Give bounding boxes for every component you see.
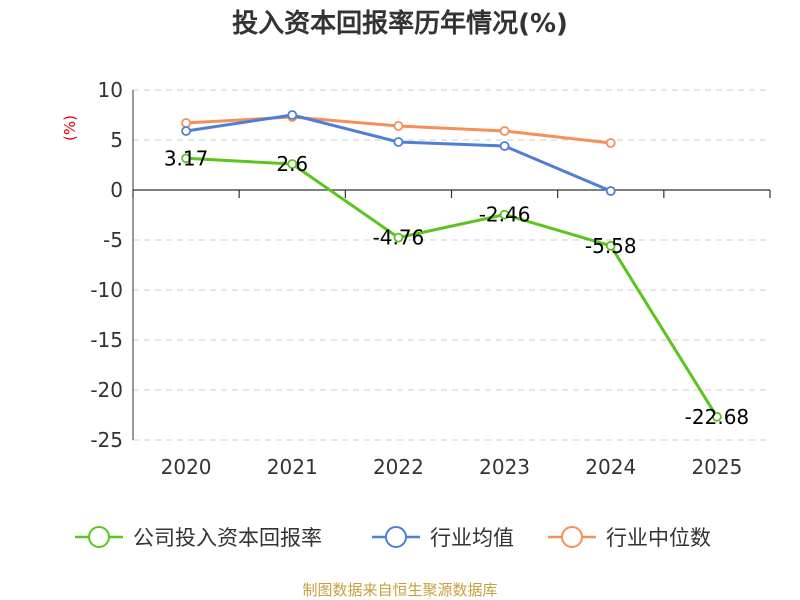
axes: 10 5 0 -5 -10 -15 -20 -25 2020 2021 2022 2023 2024 20… xyxy=(90,78,771,479)
data-label: -5.58 xyxy=(585,234,637,258)
legend-label: 行业中位数 xyxy=(606,526,711,550)
data-label: -2.46 xyxy=(479,203,531,227)
data-point xyxy=(287,159,298,169)
data-point xyxy=(605,240,616,251)
legend-label: 行业均值 xyxy=(430,526,514,550)
y-tick-label: -10 xyxy=(90,278,123,302)
data-point xyxy=(181,118,191,128)
data-point xyxy=(393,137,404,147)
data-point xyxy=(287,110,298,120)
legend-item-2[interactable]: 行业中位数 xyxy=(548,526,711,550)
data-label: -22.68 xyxy=(685,405,749,429)
y-tick-label: -15 xyxy=(90,328,123,352)
legend-marker xyxy=(561,526,583,548)
x-tick-label: 2022 xyxy=(373,455,424,479)
data-point xyxy=(393,121,404,131)
legend-marker xyxy=(385,526,407,548)
y-tick-label: 10 xyxy=(98,78,123,102)
legend-label: 公司投入资本回报率 xyxy=(133,526,322,550)
data-point xyxy=(712,411,722,422)
y-tick-label: 0 xyxy=(110,178,123,202)
data-point xyxy=(605,186,616,196)
data-label: 2.6 xyxy=(276,152,308,176)
data-point xyxy=(393,232,404,243)
x-tick-label: 2023 xyxy=(479,455,530,479)
y-axis-unit: (%) xyxy=(61,115,79,141)
series-line-0 xyxy=(186,156,719,418)
source-note: 制图数据来自恒生聚源数据库 xyxy=(302,581,497,599)
x-tick-label: 2024 xyxy=(585,455,636,479)
data-point xyxy=(499,209,510,220)
x-tick-label: 2025 xyxy=(691,455,742,479)
chart-title: 投入资本回报率历年情况(%) xyxy=(232,8,568,39)
legend-marker xyxy=(88,526,110,548)
data-point xyxy=(605,138,616,148)
data-point xyxy=(499,126,510,136)
y-tick-label: -25 xyxy=(90,428,123,452)
legend[interactable]: 公司投入资本回报率 行业均值 行业中位数 xyxy=(75,526,711,550)
data-label: -4.76 xyxy=(373,226,425,250)
y-tick-label: 5 xyxy=(110,128,123,152)
legend-item-1[interactable]: 行业均值 xyxy=(372,526,514,550)
x-tick-label: 2020 xyxy=(161,455,212,479)
legend-item-0[interactable]: 公司投入资本回报率 xyxy=(75,526,322,550)
grid xyxy=(133,89,770,441)
data-point xyxy=(181,153,191,164)
data-label: 3.17 xyxy=(164,146,209,170)
data-point xyxy=(499,141,510,151)
data-point xyxy=(181,126,191,136)
series-layer xyxy=(181,110,722,422)
x-tick-label: 2021 xyxy=(267,455,318,479)
data-labels: 3.17 2.6 -4.76 -2.46 -5.58 -22.68 xyxy=(164,146,749,429)
y-tick-label: -20 xyxy=(90,378,123,402)
y-tick-label: -5 xyxy=(103,228,123,252)
